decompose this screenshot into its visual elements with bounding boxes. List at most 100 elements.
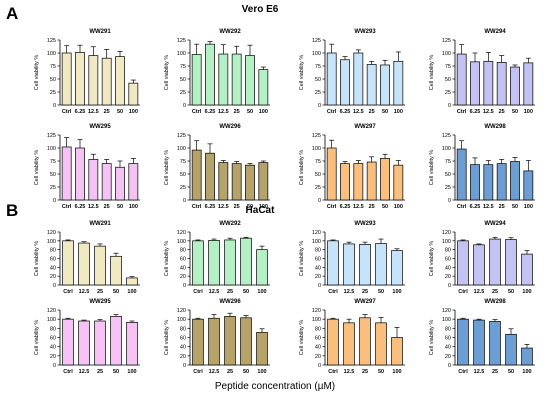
y-tick-label: 25	[315, 90, 321, 96]
y-axis-label: Cell viability %	[299, 150, 305, 186]
y-tick-label: 75	[315, 64, 321, 70]
x-tick-label: 12.5	[88, 204, 99, 210]
bar	[128, 82, 139, 106]
y-tick-label: 0	[448, 283, 451, 289]
y-tick-label: 60	[315, 257, 321, 263]
y-tick-label: 0	[53, 363, 56, 369]
bar	[483, 164, 494, 201]
y-tick-label: 20	[315, 354, 321, 360]
x-tick-label: 6.25	[205, 109, 216, 115]
bar	[126, 277, 138, 286]
x-tick-label: 12.5	[474, 369, 485, 375]
bar	[231, 163, 242, 201]
y-tick-label: 120	[312, 308, 321, 314]
bar	[128, 163, 139, 201]
bar	[61, 52, 72, 106]
x-tick-label: 50	[247, 204, 253, 210]
x-tick-label: 100	[259, 204, 268, 210]
y-tick-label: 60	[180, 257, 186, 263]
bar	[353, 163, 364, 201]
x-tick-label: 100	[392, 289, 401, 295]
x-tick-label: 25	[499, 109, 505, 115]
x-tick-label: 12.5	[79, 369, 90, 375]
chart-a-ww291: WW291 Cell viability % 0 25 50 75 100 125 Ctrl 6.…	[34, 29, 140, 115]
x-tick-label: 25	[499, 204, 505, 210]
bar	[326, 147, 337, 201]
y-tick-label: 125	[442, 133, 451, 139]
chart-a-ww295: WW295 Cell viability % 0 25 50 75 100 125 Ctrl 6.…	[34, 124, 140, 210]
x-tick-label: 25	[492, 289, 498, 295]
chart-a-ww297: WW297 Cell viability % 0 25 50 75 100 125 Ctrl 6.…	[299, 124, 405, 210]
x-tick-label: 100	[522, 289, 531, 295]
y-axis-label: Cell viability %	[164, 241, 170, 277]
x-tick-label: 50	[247, 109, 253, 115]
x-tick-label: 100	[257, 369, 266, 375]
y-axis-label: Cell viability %	[429, 320, 435, 356]
chart-title: WW292	[219, 29, 241, 35]
chart-title: WW298	[484, 299, 506, 305]
y-tick-label: 60	[50, 336, 56, 342]
y-tick-label: 60	[315, 336, 321, 342]
x-tick-label: 100	[127, 289, 136, 295]
bar	[523, 62, 534, 106]
bar	[470, 164, 480, 201]
chart-title: WW291	[89, 29, 111, 35]
bar	[343, 322, 355, 366]
y-tick-label: 100	[47, 146, 56, 152]
y-axis-label: Cell viability %	[299, 241, 305, 277]
y-tick-label: 50	[315, 77, 321, 83]
chart-b-ww295: WW295 Cell viability % 0 20 40 60 80 100 120 Ctrl…	[34, 299, 140, 375]
y-tick-label: 50	[180, 77, 186, 83]
bar	[101, 163, 112, 201]
y-tick-label: 25	[50, 90, 56, 96]
chart-b-ww297: WW297 Cell viability % 0 20 40 60 80 100 120 Ctrl…	[299, 299, 405, 375]
y-tick-label: 60	[50, 257, 56, 263]
y-tick-label: 100	[312, 239, 321, 245]
x-tick-label: Ctrl	[63, 369, 73, 375]
x-tick-label: 50	[508, 369, 514, 375]
y-tick-label: 0	[53, 198, 56, 204]
y-tick-label: 125	[177, 133, 186, 139]
bar	[359, 244, 371, 286]
y-tick-label: 120	[442, 308, 451, 314]
y-tick-label: 100	[442, 239, 451, 245]
x-tick-label: 25	[362, 289, 368, 295]
y-tick-label: 25	[180, 90, 186, 96]
x-tick-label: 12.5	[483, 204, 494, 210]
y-tick-label: 100	[47, 317, 56, 323]
chart-title: WW294	[484, 221, 506, 227]
x-tick-label: Ctrl	[192, 109, 202, 115]
bar	[353, 52, 364, 106]
x-tick-label: 25	[227, 289, 233, 295]
x-tick-label: Ctrl	[193, 289, 203, 295]
x-tick-label: Ctrl	[192, 204, 202, 210]
y-tick-label: 0	[448, 103, 451, 109]
bar	[245, 164, 255, 201]
y-tick-label: 0	[53, 283, 56, 289]
bar	[205, 152, 215, 201]
x-tick-label: Ctrl	[327, 109, 337, 115]
y-tick-label: 80	[445, 248, 451, 254]
x-tick-label: 25	[104, 204, 110, 210]
y-tick-label: 0	[183, 198, 186, 204]
y-tick-label: 125	[442, 38, 451, 44]
x-tick-label: 100	[392, 369, 401, 375]
x-tick-label: 100	[524, 204, 533, 210]
y-tick-label: 40	[50, 265, 56, 271]
y-tick-label: 100	[442, 317, 451, 323]
bar	[110, 255, 122, 286]
x-tick-label: 25	[97, 289, 103, 295]
y-tick-label: 100	[177, 146, 186, 152]
bar	[521, 347, 533, 366]
y-tick-label: 100	[312, 146, 321, 152]
x-tick-label: 50	[243, 289, 249, 295]
y-axis-label: Cell viability %	[34, 55, 40, 91]
bar	[505, 333, 517, 366]
x-tick-label: 25	[362, 369, 368, 375]
x-tick-label: Ctrl	[457, 109, 467, 115]
y-tick-label: 20	[315, 274, 321, 280]
x-tick-label: 25	[492, 369, 498, 375]
bar	[88, 159, 99, 201]
bar	[110, 316, 122, 366]
x-tick-label: 100	[127, 369, 136, 375]
